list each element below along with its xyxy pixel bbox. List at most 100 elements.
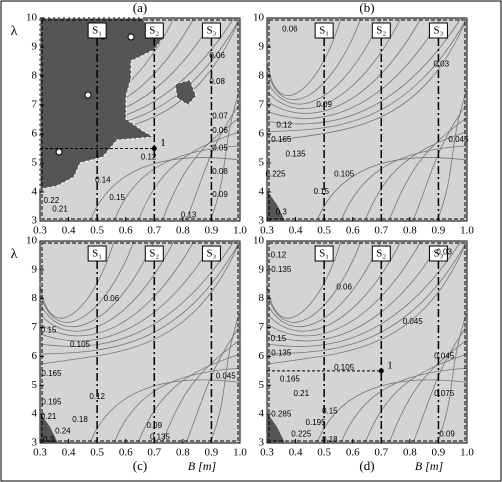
x-tick-label: 0.8	[403, 447, 417, 459]
contour-label: 0.195	[41, 398, 62, 407]
x-tick-label: 0.4	[289, 447, 303, 459]
contour-label: 0.15	[322, 406, 338, 415]
point-label: 1	[160, 137, 166, 149]
contour-line	[340, 145, 468, 222]
section-box	[201, 22, 221, 39]
contour-label: 0.03	[436, 248, 452, 257]
y-tick-label: 4	[259, 408, 265, 420]
section-label: S₁	[92, 248, 102, 260]
dark-region	[267, 412, 285, 443]
contour-line	[113, 145, 241, 222]
y-tick-label: 8	[259, 292, 265, 304]
x-tick-label: 0.3	[33, 225, 47, 237]
section-box	[371, 245, 391, 262]
contour-label: 0.3	[276, 207, 288, 216]
x-tick-label: 0.7	[374, 225, 388, 237]
contour-line	[266, 17, 468, 133]
contour-line	[316, 157, 468, 222]
contour-line	[364, 353, 468, 444]
panel-title: (d)	[359, 458, 374, 473]
contour-line	[185, 325, 241, 444]
contour-line	[316, 379, 468, 444]
panel-title: (b)	[359, 0, 374, 15]
section-label: S₁	[92, 25, 102, 37]
contour-line	[436, 88, 468, 222]
plot-area	[266, 240, 468, 444]
contour-label: 0.08	[212, 167, 228, 176]
x-tick-label: 0.4	[62, 225, 76, 237]
y-tick-label: 7	[259, 321, 265, 333]
contour-label: 0.165	[271, 135, 292, 144]
contour-line	[266, 17, 382, 105]
dark-region	[174, 79, 197, 106]
contour-line	[39, 240, 215, 342]
x-tick-label: 0.7	[147, 447, 161, 459]
section-box	[144, 22, 164, 39]
x-tick-label: 0.9	[432, 225, 446, 237]
x-tick-label: 0.6	[119, 225, 133, 237]
contour-line	[137, 131, 241, 222]
contour-label: 0.06	[336, 282, 352, 291]
y-tick-label: 3	[259, 215, 265, 227]
contour-label: 0.06	[104, 294, 120, 303]
contour-line	[436, 311, 468, 444]
contour-label: 0.12	[141, 152, 157, 161]
section-box	[314, 245, 334, 262]
contour-line	[39, 240, 115, 319]
y-tick-label: 8	[32, 292, 38, 304]
contour-label: 0.13	[181, 210, 197, 219]
contour-line	[185, 103, 241, 222]
contour-label: 0.3	[43, 435, 55, 444]
x-tick-label: 0.3	[33, 447, 47, 459]
contour-label: 0.15	[313, 187, 329, 196]
contour-label: 0.135	[286, 149, 307, 158]
y-tick-label: 3	[259, 437, 265, 449]
section-box	[314, 22, 334, 39]
contour-label: 0.195	[306, 418, 327, 427]
inner-border	[268, 242, 466, 442]
y-tick-label: 9	[259, 41, 265, 53]
contour-line	[266, 17, 442, 119]
contour-label: 0.08	[209, 77, 225, 86]
contour-line	[412, 103, 468, 222]
contour-line	[266, 240, 422, 337]
x-tick-label: 0.5	[90, 447, 104, 459]
contour-label: 0.105	[334, 170, 355, 179]
section-label: S₃	[433, 25, 443, 37]
y-tick-label: 4	[32, 408, 38, 420]
dark-spot	[55, 148, 63, 156]
contour-line	[89, 157, 241, 222]
contour-label: 0.225	[291, 429, 312, 438]
x-axis-label: B [m]	[415, 459, 444, 473]
contour-line	[89, 379, 241, 444]
contour-label: 0.18	[72, 415, 88, 424]
x-axis-label: B [m]	[188, 459, 217, 473]
panel-title: (c)	[133, 458, 147, 473]
contour-line	[340, 367, 468, 444]
contour-line	[39, 240, 175, 332]
section-label: S₁	[319, 25, 329, 37]
contour-label: 0.12	[271, 251, 287, 260]
section-box	[87, 22, 107, 39]
y-tick-label: 7	[32, 99, 38, 111]
contour-label: 0.21	[52, 205, 68, 214]
x-tick-label: 0.4	[62, 447, 76, 459]
contour-label: 0.06	[212, 126, 228, 135]
y-tick-label: 5	[32, 157, 38, 169]
y-tick-label: 9	[259, 263, 265, 275]
contour-label: 0.22	[44, 196, 60, 205]
contour-label: 0.105	[334, 363, 355, 372]
contour-label: 0.15	[109, 193, 125, 202]
panel-title: (a)	[133, 0, 147, 15]
contour-label: 0.15	[41, 326, 57, 335]
plot-area	[39, 240, 241, 444]
y-tick-label: 3	[32, 437, 38, 449]
x-tick-label: 0.6	[346, 447, 360, 459]
inner-border	[268, 19, 466, 220]
point-label: 1	[387, 359, 393, 371]
contour-label: 0.225	[266, 170, 287, 179]
plot-area	[266, 17, 468, 222]
contour-label: 0.14	[95, 176, 111, 185]
x-tick-label: 0.5	[317, 447, 331, 459]
y-tick-label: 6	[259, 128, 265, 140]
